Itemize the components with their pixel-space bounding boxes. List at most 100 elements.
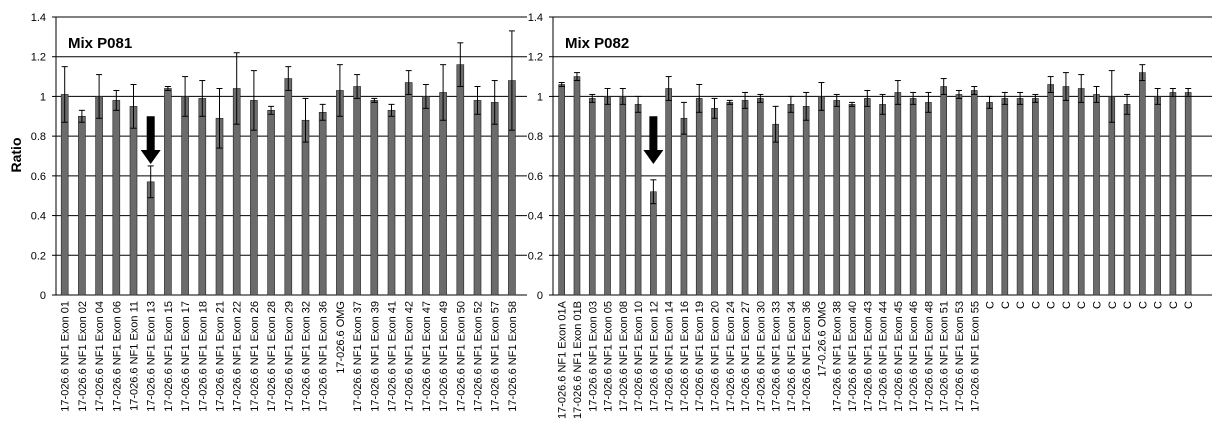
- x-tick-label: 17-026.6 NF1 Exon 10: [633, 301, 645, 412]
- x-tick-label: 17-026.6 NF1 Exon 08: [618, 301, 630, 412]
- x-tick-label: 17-026.6 NF1 Exon 45: [893, 301, 905, 412]
- bar: [1139, 72, 1146, 296]
- x-tick-label: 17-026.6 NF1 Exon 03: [587, 301, 599, 412]
- bar: [909, 98, 917, 296]
- bar: [1154, 96, 1161, 296]
- y-tick-label: 0.8: [528, 131, 543, 143]
- y-tick-label: 0: [537, 290, 543, 302]
- y-tick-label: 0.4: [528, 211, 543, 223]
- x-tick-label: 17-026.6 NF1 Exon 02: [77, 301, 89, 412]
- bar: [387, 110, 396, 296]
- bar: [490, 102, 499, 296]
- x-tick-label: C: [1168, 301, 1180, 309]
- bar: [940, 86, 948, 296]
- bar: [146, 181, 155, 296]
- bar: [60, 94, 69, 296]
- x-tick-label: 17-026.6 NF1 Exon 53: [954, 301, 966, 412]
- panel-mix-p081: 0 0.2 0.4 0.6 0.8 1 1.2 1.4 Mix P081 17-026.6 NF1…: [31, 12, 527, 412]
- x-tick-label: 17-026.6 NF1 Exon 06: [111, 301, 123, 412]
- y-tick-label: 0.8: [31, 131, 46, 143]
- bar: [1184, 92, 1192, 296]
- x-tick-label: 17-026.6 NF1 Exon 24: [725, 301, 737, 412]
- x-tick-label: 17-026.6 NF1 Exon 48: [923, 301, 935, 412]
- x-tick-label: 17-026.6 NF1 Exon 29: [283, 301, 295, 412]
- y-tick-label: 1: [537, 91, 543, 103]
- bar: [95, 96, 103, 296]
- x-tick-label: 17-026.6 NF1 Exon 39: [369, 301, 381, 412]
- x-tick-label: 17-026.6 NF1 Exon 17: [180, 301, 192, 412]
- x-tick-label: 17-026.6 NF1 Exon 16: [679, 301, 691, 412]
- bar: [695, 98, 703, 296]
- bar: [573, 76, 581, 296]
- x-tick-label: C: [1137, 301, 1149, 309]
- x-tick-label: 17-026.6 NF1 Exon 32: [301, 301, 313, 412]
- x-tick-label: 17-026.6 NF1 Exon 36: [801, 301, 813, 412]
- x-tick-label: 17-026.6 NF1 Exon 13: [146, 301, 158, 412]
- x-tick-label: 17-026.6 NF1 Exon 33: [771, 301, 783, 412]
- x-tick-label: 17-026.6 NF1 Exon 55: [969, 301, 981, 412]
- x-tick-label: 17-026.6 NF1 Exon 12: [648, 301, 660, 412]
- y-tick-label: 1.4: [528, 12, 543, 24]
- bar: [301, 119, 310, 296]
- x-tick-label: 17-026.6 NF1 Exon 30: [755, 301, 767, 412]
- x-tick-label: 17-026.6 NF1 Exon 50: [455, 301, 467, 412]
- bar: [129, 106, 138, 296]
- bar: [558, 84, 566, 296]
- bar: [680, 117, 688, 296]
- x-tick-label: 17-026.6 NF1 Exon 15: [163, 301, 175, 412]
- bar: [181, 96, 189, 296]
- bar: [833, 100, 841, 296]
- y-axis-label: Ratio: [8, 138, 24, 173]
- bar: [1108, 96, 1116, 296]
- bar: [757, 98, 764, 296]
- bar: [665, 88, 672, 296]
- bar: [318, 112, 327, 296]
- x-tick-label: 17-026.6 NF1 Exon 01: [60, 301, 72, 412]
- bar: [650, 191, 657, 296]
- bar: [894, 92, 902, 296]
- x-tick-label: 17-026.6 NF1 Exon 01A: [557, 300, 569, 419]
- x-tick-label: 17-026.6 NF1 Exon 01B: [572, 301, 584, 419]
- x-tick-label: 17-026.6 NF1 Exon 20: [710, 301, 722, 412]
- bar: [1077, 88, 1085, 296]
- bar: [404, 82, 413, 296]
- x-tick-label: 17-026.6 NF1 Exon 34: [786, 301, 798, 412]
- bar: [267, 110, 275, 296]
- x-tick-label: C: [985, 301, 997, 309]
- x-tick-label: C: [1000, 301, 1012, 309]
- bar: [370, 100, 379, 296]
- bar: [925, 102, 932, 296]
- bar: [604, 96, 611, 296]
- bar: [955, 94, 963, 296]
- x-tick-label: 17-026.6 NF1 Exon 28: [266, 301, 278, 412]
- y-tick-label: 1: [40, 91, 46, 103]
- x-tick-label: 17-026.6 NF1 Exon 52: [473, 301, 485, 412]
- x-tick-label: 17-026.6 OMG: [335, 301, 347, 374]
- bar: [741, 100, 749, 296]
- chart-title: Mix P082: [565, 35, 629, 52]
- y-tick-label: 1.2: [31, 52, 46, 64]
- bar: [284, 78, 293, 296]
- x-tick-label: C: [1015, 301, 1027, 309]
- panel-mix-p082: 0 0.2 0.4 0.6 0.8 1 1.2 1.4 Mix P082 17-026.6 NF1…: [528, 12, 1212, 419]
- x-tick-label: 17-026.6 NF1 Exon 58: [507, 301, 519, 412]
- y-tick-label: 0.2: [528, 250, 543, 262]
- x-tick-label: 17-026.6 NF1 Exon 42: [404, 301, 416, 412]
- x-tick-label: C: [1030, 301, 1042, 309]
- bar: [802, 106, 810, 296]
- bar: [112, 100, 121, 296]
- bar: [879, 104, 886, 296]
- x-tick-label: 17-026.6 NF1 Exon 21: [215, 301, 227, 412]
- x-tick-label: 17-026.6 NF1 Exon 41: [387, 301, 399, 412]
- bar: [353, 86, 361, 296]
- bar: [1169, 92, 1177, 296]
- bar: [1093, 94, 1100, 296]
- x-tick-label: 17-026.6 NF1 Exon 27: [740, 301, 752, 412]
- x-tick-label: 17-026.6 NF1 Exon 43: [862, 301, 874, 412]
- bar: [439, 92, 447, 296]
- bar: [1062, 86, 1070, 296]
- x-tick-label: 17-026.6 NF1 Exon 47: [421, 301, 433, 412]
- bar: [164, 88, 172, 296]
- x-tick-label: 17-026.6 NF1 Exon 22: [232, 301, 244, 412]
